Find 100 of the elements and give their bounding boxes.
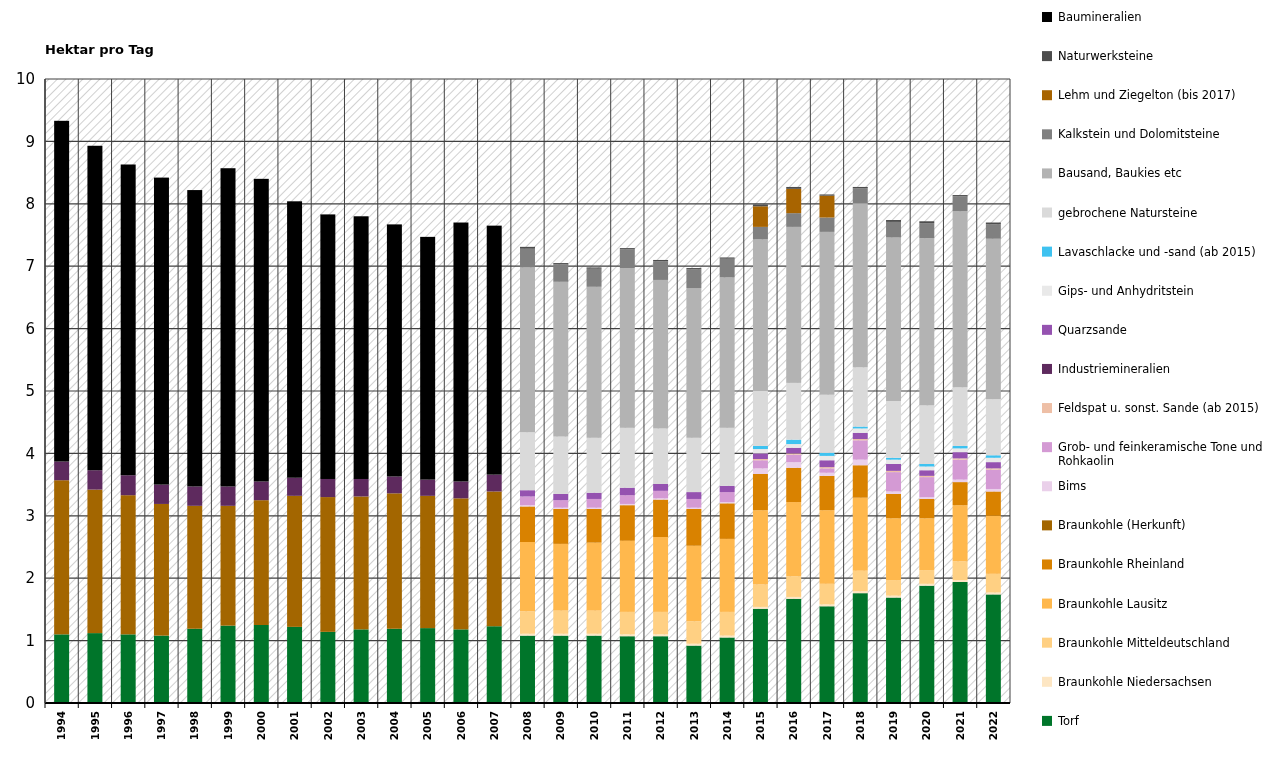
bar [719,427,735,486]
bar [619,636,635,703]
bar [719,485,735,493]
legend-label: Braunkohle Rheinland [1058,557,1185,572]
x-tick-label: 2011 [621,711,633,741]
x-tick-label: 2016 [787,711,800,741]
bar [919,470,935,476]
bar [486,626,502,703]
bar [819,452,835,456]
bar [520,611,535,634]
bar [520,490,535,497]
bar [586,437,602,493]
bar [819,510,835,584]
bar [486,474,502,492]
bar [87,489,103,634]
bar [819,217,835,232]
bar [420,495,436,629]
bar [752,239,768,391]
bar [886,472,902,492]
bar [553,635,569,703]
bar [952,448,968,453]
bar [553,610,569,634]
bar [919,238,935,406]
bar [719,492,735,503]
y-tick-label: 7 [25,257,35,276]
y-tick-label: 1 [25,631,35,650]
bar [852,367,868,427]
bar [886,491,902,494]
x-tick-label: 2013 [687,711,700,741]
bar [819,475,835,511]
bar [120,495,136,635]
bar [87,470,103,490]
bar [852,570,868,592]
bar [120,634,136,703]
bar [752,510,768,585]
bar [819,468,835,473]
bar [287,477,303,496]
bar [287,626,303,703]
bar [586,286,602,438]
bar [520,506,535,543]
bar [786,188,802,214]
bar [453,481,469,499]
bar [653,490,669,499]
bar [686,508,702,546]
bar [985,462,1001,469]
bar [952,459,968,480]
bar [220,505,236,626]
bar [486,225,502,475]
x-tick-label: 2012 [654,711,667,741]
bar [619,611,635,635]
bar [520,496,535,506]
bar [886,597,902,703]
bar [919,405,935,465]
x-tick-label: 1997 [155,711,168,741]
bar [985,469,1001,489]
y-tick-label: 2 [25,569,35,588]
bar [287,495,303,627]
bar [952,581,968,703]
bar [553,543,569,611]
bar [719,611,735,636]
bar [852,428,868,433]
bar [886,237,902,401]
bar [919,223,935,239]
bar [520,635,535,703]
bar [719,538,735,612]
bar [553,500,569,508]
bar [553,493,569,501]
bar [852,593,868,703]
bar [553,436,569,494]
legend-label: Kalkstein und Dolomitsteine [1058,127,1220,142]
legend-label: Bausand, Baukies etc [1058,166,1182,181]
bar [952,505,968,562]
bar [985,224,1001,239]
bar [187,628,203,703]
bar [886,464,902,471]
bar [653,428,669,484]
bar [386,493,402,629]
x-tick-label: 2002 [321,711,334,741]
x-tick-label: 2006 [454,711,467,741]
bar [420,236,436,480]
bar [586,268,602,287]
bar [54,120,70,462]
bar [520,248,535,268]
legend-label: Torf [1057,713,1080,728]
bar [886,459,902,465]
bar [985,399,1001,456]
bar [187,190,203,487]
bar [786,454,802,463]
bar [852,465,868,498]
bar [786,439,802,445]
bar [520,267,535,433]
bar [752,206,768,227]
x-tick-label: 2003 [354,711,367,741]
y-tick-label: 9 [25,132,35,151]
bar [253,625,269,703]
bar [985,594,1001,703]
bar [87,633,103,703]
bar [819,455,835,461]
bar [952,196,968,212]
x-tick-label: 2001 [288,711,301,741]
